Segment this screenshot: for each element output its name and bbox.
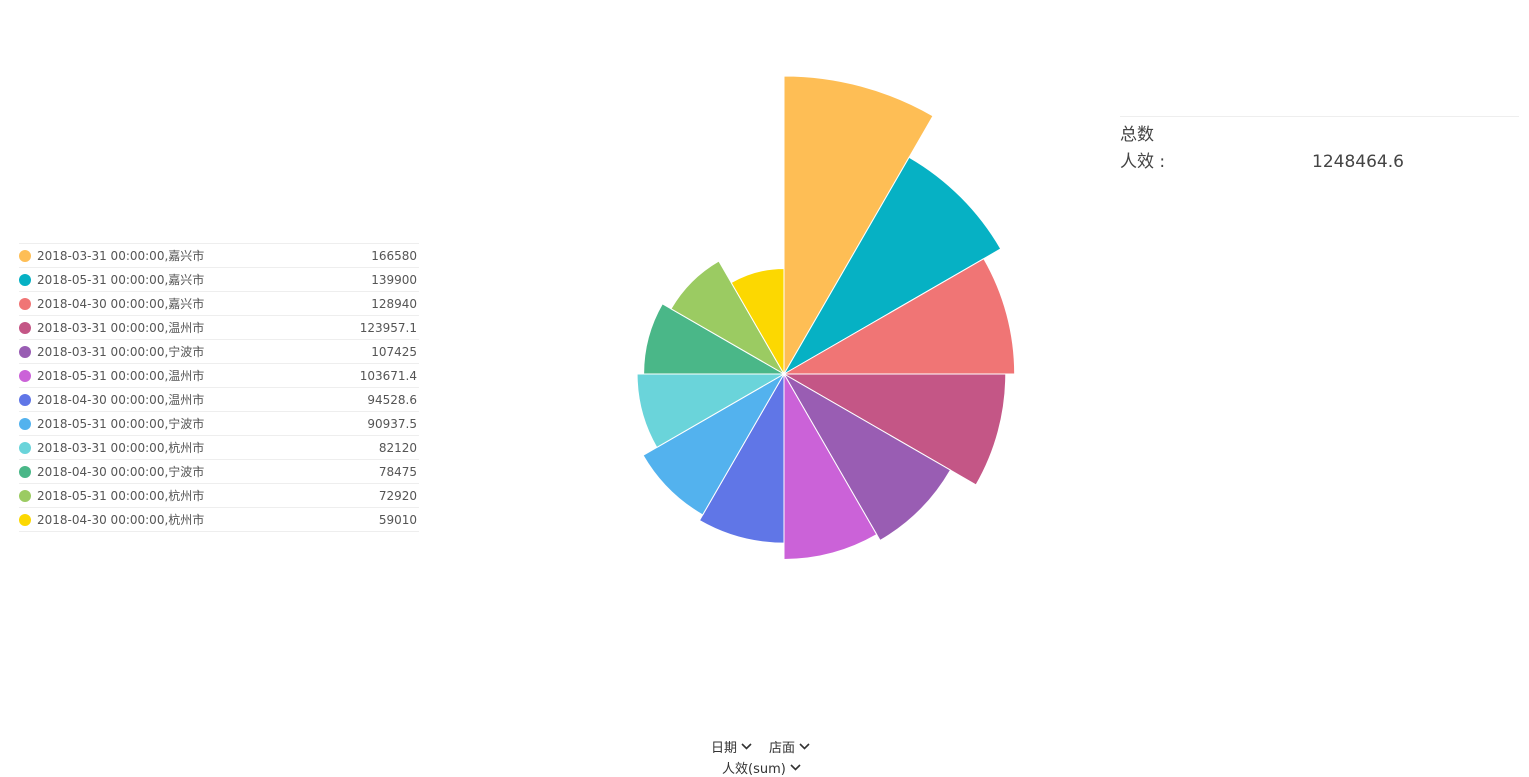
legend-item[interactable]: 2018-04-30 00:00:00,温州市 94528.6 (19, 388, 419, 412)
legend-value: 103671.4 (359, 368, 417, 383)
legend-color-swatch (19, 393, 31, 406)
slices-group (636, 75, 1016, 560)
rose-slice[interactable] (782, 373, 1007, 486)
field-dimension-store[interactable]: 店面 (769, 737, 810, 756)
rose-slice[interactable] (782, 372, 952, 542)
legend-label: 2018-04-30 00:00:00,宁波市 (37, 465, 205, 479)
rose-slice[interactable] (642, 372, 786, 516)
legend-item[interactable]: 2018-04-30 00:00:00,宁波市 78475 (19, 460, 419, 484)
legend-value: 90937.5 (367, 416, 417, 431)
legend-label: 2018-03-31 00:00:00,杭州市 (37, 441, 205, 455)
legend-value: 82120 (378, 440, 417, 455)
legend-item[interactable]: 2018-05-31 00:00:00,杭州市 72920 (19, 484, 419, 508)
chevron-down-icon (790, 764, 801, 771)
legend-value: 107425 (371, 344, 417, 359)
legend-value: 166580 (371, 248, 417, 263)
legend-label: 2018-03-31 00:00:00,温州市 (37, 321, 205, 335)
legend-label: 2018-04-30 00:00:00,嘉兴市 (37, 297, 205, 311)
rose-slice[interactable] (636, 373, 786, 449)
legend-item[interactable]: 2018-05-31 00:00:00,温州市 103671.4 (19, 364, 419, 388)
rose-slice[interactable] (783, 372, 878, 560)
legend-color-swatch (19, 273, 31, 286)
field-measure[interactable]: 人效(sum) (722, 758, 801, 777)
legend-color-swatch (19, 441, 31, 454)
field-measure-label: 人效(sum) (722, 762, 786, 777)
chevron-down-icon (741, 743, 752, 750)
legend-color-swatch (19, 249, 31, 262)
legend-label: 2018-03-31 00:00:00,嘉兴市 (37, 249, 205, 263)
summary-title: 总数 (1120, 125, 1154, 145)
legend-item[interactable]: 2018-05-31 00:00:00,宁波市 90937.5 (19, 412, 419, 436)
field-dimension-date[interactable]: 日期 (711, 737, 752, 756)
rose-slice[interactable] (783, 75, 934, 376)
summary-metric-label: 人效 : (1120, 152, 1166, 172)
legend-value: 139900 (371, 272, 417, 287)
legend-value: 72920 (378, 488, 417, 503)
legend-value: 78475 (378, 464, 417, 479)
rose-slice[interactable] (698, 372, 785, 544)
legend-color-swatch (19, 345, 31, 358)
legend-item[interactable]: 2018-03-31 00:00:00,嘉兴市 166580 (19, 244, 419, 268)
rose-slice[interactable] (782, 156, 1002, 376)
legend-label: 2018-05-31 00:00:00,杭州市 (37, 489, 205, 503)
summary-panel: 总数 人效 : 1248464.6 (1120, 116, 1519, 175)
legend-item[interactable]: 2018-03-31 00:00:00,温州市 123957.1 (19, 316, 419, 340)
rose-slice[interactable] (782, 257, 1016, 375)
legend-label: 2018-03-31 00:00:00,宁波市 (37, 345, 205, 359)
legend-label: 2018-04-30 00:00:00,温州市 (37, 393, 205, 407)
legend-color-swatch (19, 369, 31, 382)
rose-slice[interactable] (670, 260, 786, 376)
summary-metric-value: 1248464.6 (1312, 152, 1404, 172)
legend-item[interactable]: 2018-04-30 00:00:00,杭州市 59010 (19, 508, 419, 532)
rose-slice[interactable] (643, 303, 786, 375)
legend-label: 2018-05-31 00:00:00,宁波市 (37, 417, 205, 431)
legend-value: 59010 (378, 512, 417, 527)
summary-row: 人效 : 1248464.6 (1120, 149, 1519, 175)
field-dimension-store-label: 店面 (769, 741, 796, 756)
legend-value: 94528.6 (367, 392, 417, 407)
legend-color-swatch (19, 489, 31, 502)
legend-label: 2018-04-30 00:00:00,杭州市 (37, 513, 205, 527)
legend-label: 2018-05-31 00:00:00,嘉兴市 (37, 273, 205, 287)
legend-item[interactable]: 2018-03-31 00:00:00,杭州市 82120 (19, 436, 419, 460)
legend-color-swatch (19, 417, 31, 430)
legend-label: 2018-05-31 00:00:00,温州市 (37, 369, 205, 383)
legend-color-swatch (19, 321, 31, 334)
field-dimension-date-label: 日期 (711, 741, 738, 756)
legend-item[interactable]: 2018-03-31 00:00:00,宁波市 107425 (19, 340, 419, 364)
legend-value: 128940 (371, 296, 417, 311)
legend-value: 123957.1 (359, 320, 417, 335)
legend-item[interactable]: 2018-04-30 00:00:00,嘉兴市 128940 (19, 292, 419, 316)
chevron-down-icon (799, 743, 810, 750)
rose-slice[interactable] (730, 267, 785, 376)
legend-item[interactable]: 2018-05-31 00:00:00,嘉兴市 139900 (19, 268, 419, 292)
legend: 2018-03-31 00:00:00,嘉兴市 166580 2018-05-31 … (19, 243, 419, 532)
legend-color-swatch (19, 513, 31, 526)
legend-color-swatch (19, 297, 31, 310)
legend-color-swatch (19, 465, 31, 478)
